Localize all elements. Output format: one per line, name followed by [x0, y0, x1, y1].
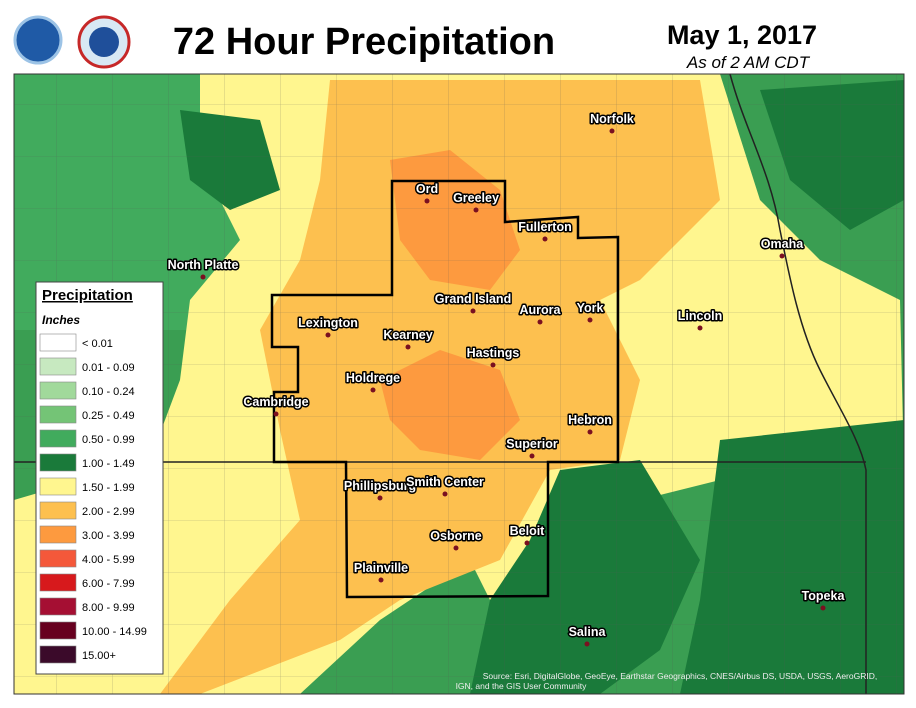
city-dot	[377, 495, 383, 501]
legend-items: < 0.01 0.01 - 0.09 0.10 - 0.24 0.25 - 0.49 0…	[39, 333, 147, 664]
city-dot	[697, 325, 703, 331]
city-dot	[584, 641, 590, 647]
city-label: York	[577, 301, 604, 315]
legend-units: Inches	[42, 313, 80, 327]
city-label: Superior	[506, 437, 558, 451]
city-dot	[370, 387, 376, 393]
legend-label: 1.00 - 1.49	[82, 458, 135, 470]
city-label: Ord	[416, 182, 438, 196]
city-dot	[779, 253, 785, 259]
city-label: Lincoln	[678, 309, 722, 323]
city-dot	[529, 453, 535, 459]
legend-label: 10.00 - 14.99	[82, 626, 147, 638]
legend-label: 3.00 - 3.99	[82, 530, 135, 542]
city-dot	[442, 491, 448, 497]
legend-label: < 0.01	[82, 338, 113, 350]
city-label: Salina	[569, 625, 607, 639]
legend-swatch	[39, 381, 77, 400]
credit: Source: Esri, DigitalGlobe, GeoEye, Eart…	[483, 671, 877, 681]
city-label: Holdrege	[346, 371, 400, 385]
title: 72 Hour Precipitation	[173, 21, 555, 63]
legend-swatch	[39, 525, 77, 544]
city-dot	[609, 128, 615, 134]
city-label: Topeka	[802, 589, 846, 603]
legend-label: 1.50 - 1.99	[82, 482, 135, 494]
city-dot	[537, 319, 543, 325]
nws-logo-inner	[89, 27, 119, 57]
city-dot	[424, 198, 430, 204]
city-dot	[200, 274, 206, 280]
legend-swatch	[39, 573, 77, 592]
city-label: Aurora	[520, 303, 562, 317]
legend-label: 0.25 - 0.49	[82, 410, 135, 422]
city-label: Phillipsburg	[344, 479, 416, 493]
legend-swatch	[39, 501, 77, 520]
legend-swatch	[39, 453, 77, 472]
city-dot	[587, 317, 593, 323]
legend-swatch	[39, 333, 77, 352]
legend-label: 0.10 - 0.24	[82, 386, 135, 398]
service-area	[270, 179, 620, 599]
city-dot	[524, 540, 530, 546]
city-label: Smith Center	[406, 475, 484, 489]
city-dot	[378, 577, 384, 583]
city-dot	[490, 362, 496, 368]
city-label: Omaha	[761, 237, 804, 251]
credit: IGN, and the GIS User Community	[456, 681, 588, 691]
legend-swatch	[39, 549, 77, 568]
city-dot	[470, 308, 476, 314]
legend-label: 6.00 - 7.99	[82, 578, 135, 590]
city-label: Greeley	[453, 191, 499, 205]
legend-label: 2.00 - 2.99	[82, 506, 135, 518]
city-label: Osborne	[430, 529, 481, 543]
legend-label: 8.00 - 9.99	[82, 602, 135, 614]
as-of: As of 2 AM CDT	[686, 53, 811, 72]
legend-label: 0.01 - 0.09	[82, 362, 135, 374]
city-label: Cambridge	[243, 395, 308, 409]
city-label: Grand Island	[435, 292, 511, 306]
legend-label: 4.00 - 5.99	[82, 554, 135, 566]
city-label: Norfolk	[590, 112, 634, 126]
legend-swatch	[39, 429, 77, 448]
city-label: Hastings	[467, 346, 520, 360]
city-label: North Platte	[168, 258, 239, 272]
legend-swatch	[39, 597, 77, 616]
city-dot	[405, 344, 411, 350]
legend-swatch	[39, 645, 77, 664]
legend-title: Precipitation	[42, 287, 133, 304]
city-label: Kearney	[383, 328, 432, 342]
city-dot	[473, 207, 479, 213]
cities: Norfolk Ord Greeley Fullerton Omaha North Pla…	[166, 111, 847, 647]
city-dot	[820, 605, 826, 611]
city-label: Plainville	[354, 561, 408, 575]
city-dot	[542, 236, 548, 242]
legend-swatch	[39, 405, 77, 424]
date: May 1, 2017	[667, 20, 817, 50]
city-dot	[587, 429, 593, 435]
city-dot	[325, 332, 331, 338]
city-label: Beloit	[510, 524, 546, 538]
city-dot	[273, 411, 279, 417]
noaa-logo	[13, 15, 63, 65]
legend-swatch	[39, 621, 77, 640]
legend-label: 0.50 - 0.99	[82, 434, 135, 446]
map-frame	[13, 73, 905, 695]
city-label: Hebron	[568, 413, 612, 427]
city-label: Lexington	[298, 316, 358, 330]
city-label: Fullerton	[518, 220, 571, 234]
river	[729, 73, 867, 694]
legend-swatch	[39, 477, 77, 496]
legend-swatch	[39, 357, 77, 376]
legend-label: 15.00+	[82, 650, 116, 662]
city-dot	[453, 545, 459, 551]
